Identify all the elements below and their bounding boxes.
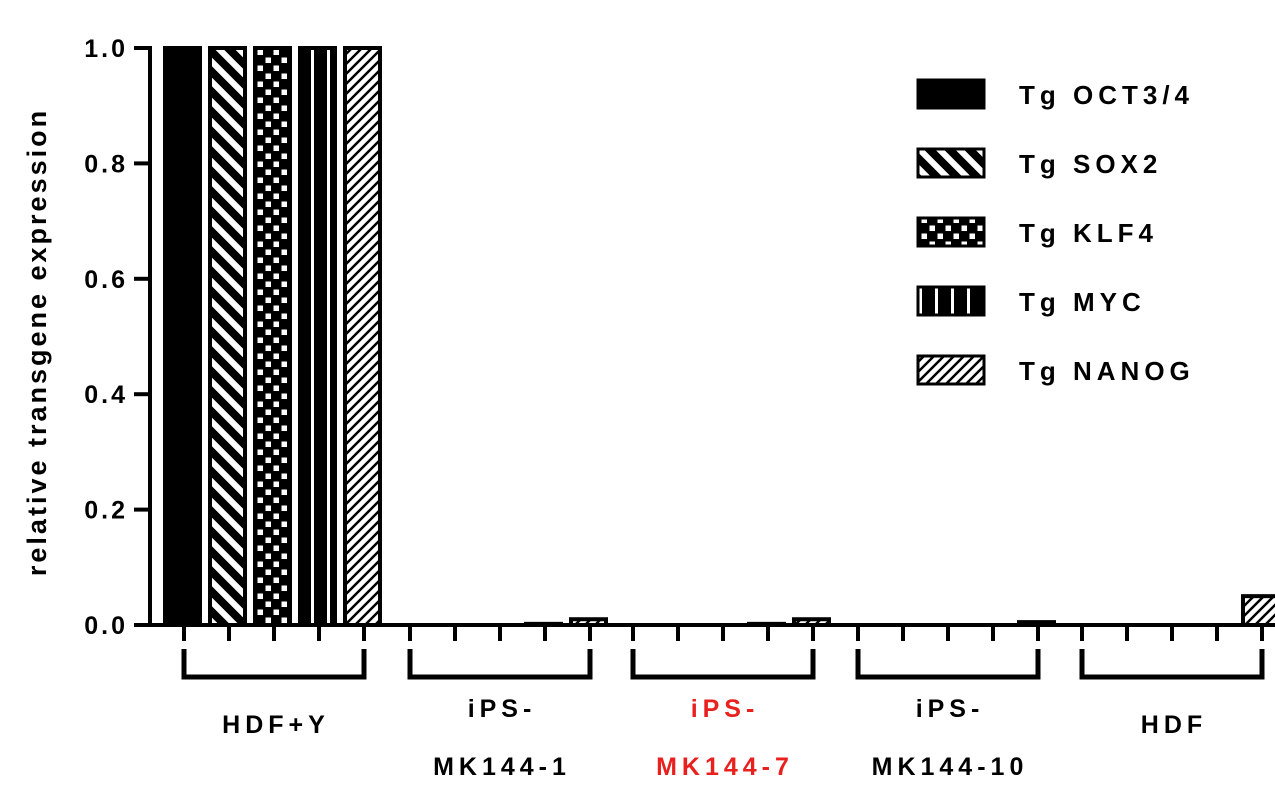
legend-label-3: Tg MYC [1019, 287, 1146, 317]
group-bracket-3 [855, 649, 1041, 680]
y-tick-label-2: 0.4 [84, 381, 128, 409]
bar-2-0 [253, 46, 292, 627]
group-label-1-0: iPS- [468, 695, 537, 723]
bars-layer [163, 46, 1275, 628]
group-bracket-1 [407, 649, 593, 680]
legend-swatch-1 [916, 147, 986, 179]
group-label-3-1: MK144-10 [872, 753, 1029, 781]
y-axis-label: relative transgene expression [22, 108, 52, 576]
y-tick-label-5: 1.0 [84, 35, 128, 63]
legend-swatch-0 [916, 78, 986, 110]
legend-label-2: Tg KLF4 [1019, 218, 1158, 248]
bar-4-0 [343, 46, 382, 627]
group-label-1-1: MK144-1 [433, 753, 571, 781]
group-bracket-4 [1079, 649, 1265, 680]
legend-swatch-3 [916, 285, 986, 317]
y-tick-label-3: 0.6 [84, 266, 128, 294]
legend-swatch-4 [916, 354, 986, 386]
legend-label-4: Tg NANOG [1019, 356, 1195, 386]
y-tick-label-0: 0.0 [84, 612, 128, 640]
group-label-3-0: iPS- [916, 695, 985, 723]
axes-layer: 0.0 0.2 0.4 0.6 0.8 1.0 HDF+Y iPS- MK144-1 iPS- MK… [84, 35, 1265, 781]
y-axis-label-group: relative transgene expression [22, 108, 52, 576]
group-bracket-0 [181, 649, 367, 680]
group-bracket-2 [630, 649, 816, 680]
legend: Tg OCT3/4 Tg SOX2 Tg KLF4 Tg MYC Tg NANOG [916, 78, 1195, 386]
legend-swatch-2 [916, 216, 986, 248]
y-tick-label-1: 0.2 [84, 497, 128, 525]
group-label-2-0: iPS- [691, 695, 760, 723]
bar-0-0 [163, 46, 202, 627]
legend-label-1: Tg SOX2 [1019, 149, 1162, 179]
group-label-0-0: HDF+Y [222, 711, 330, 739]
y-tick-label-4: 0.8 [84, 150, 128, 178]
bar-1-0 [208, 46, 247, 627]
group-label-2-1: MK144-7 [656, 753, 794, 781]
bar-3-0 [298, 46, 337, 627]
bar-4-4 [1241, 594, 1275, 628]
group-label-4-0: HDF [1141, 711, 1207, 739]
legend-label-0: Tg OCT3/4 [1019, 80, 1194, 110]
